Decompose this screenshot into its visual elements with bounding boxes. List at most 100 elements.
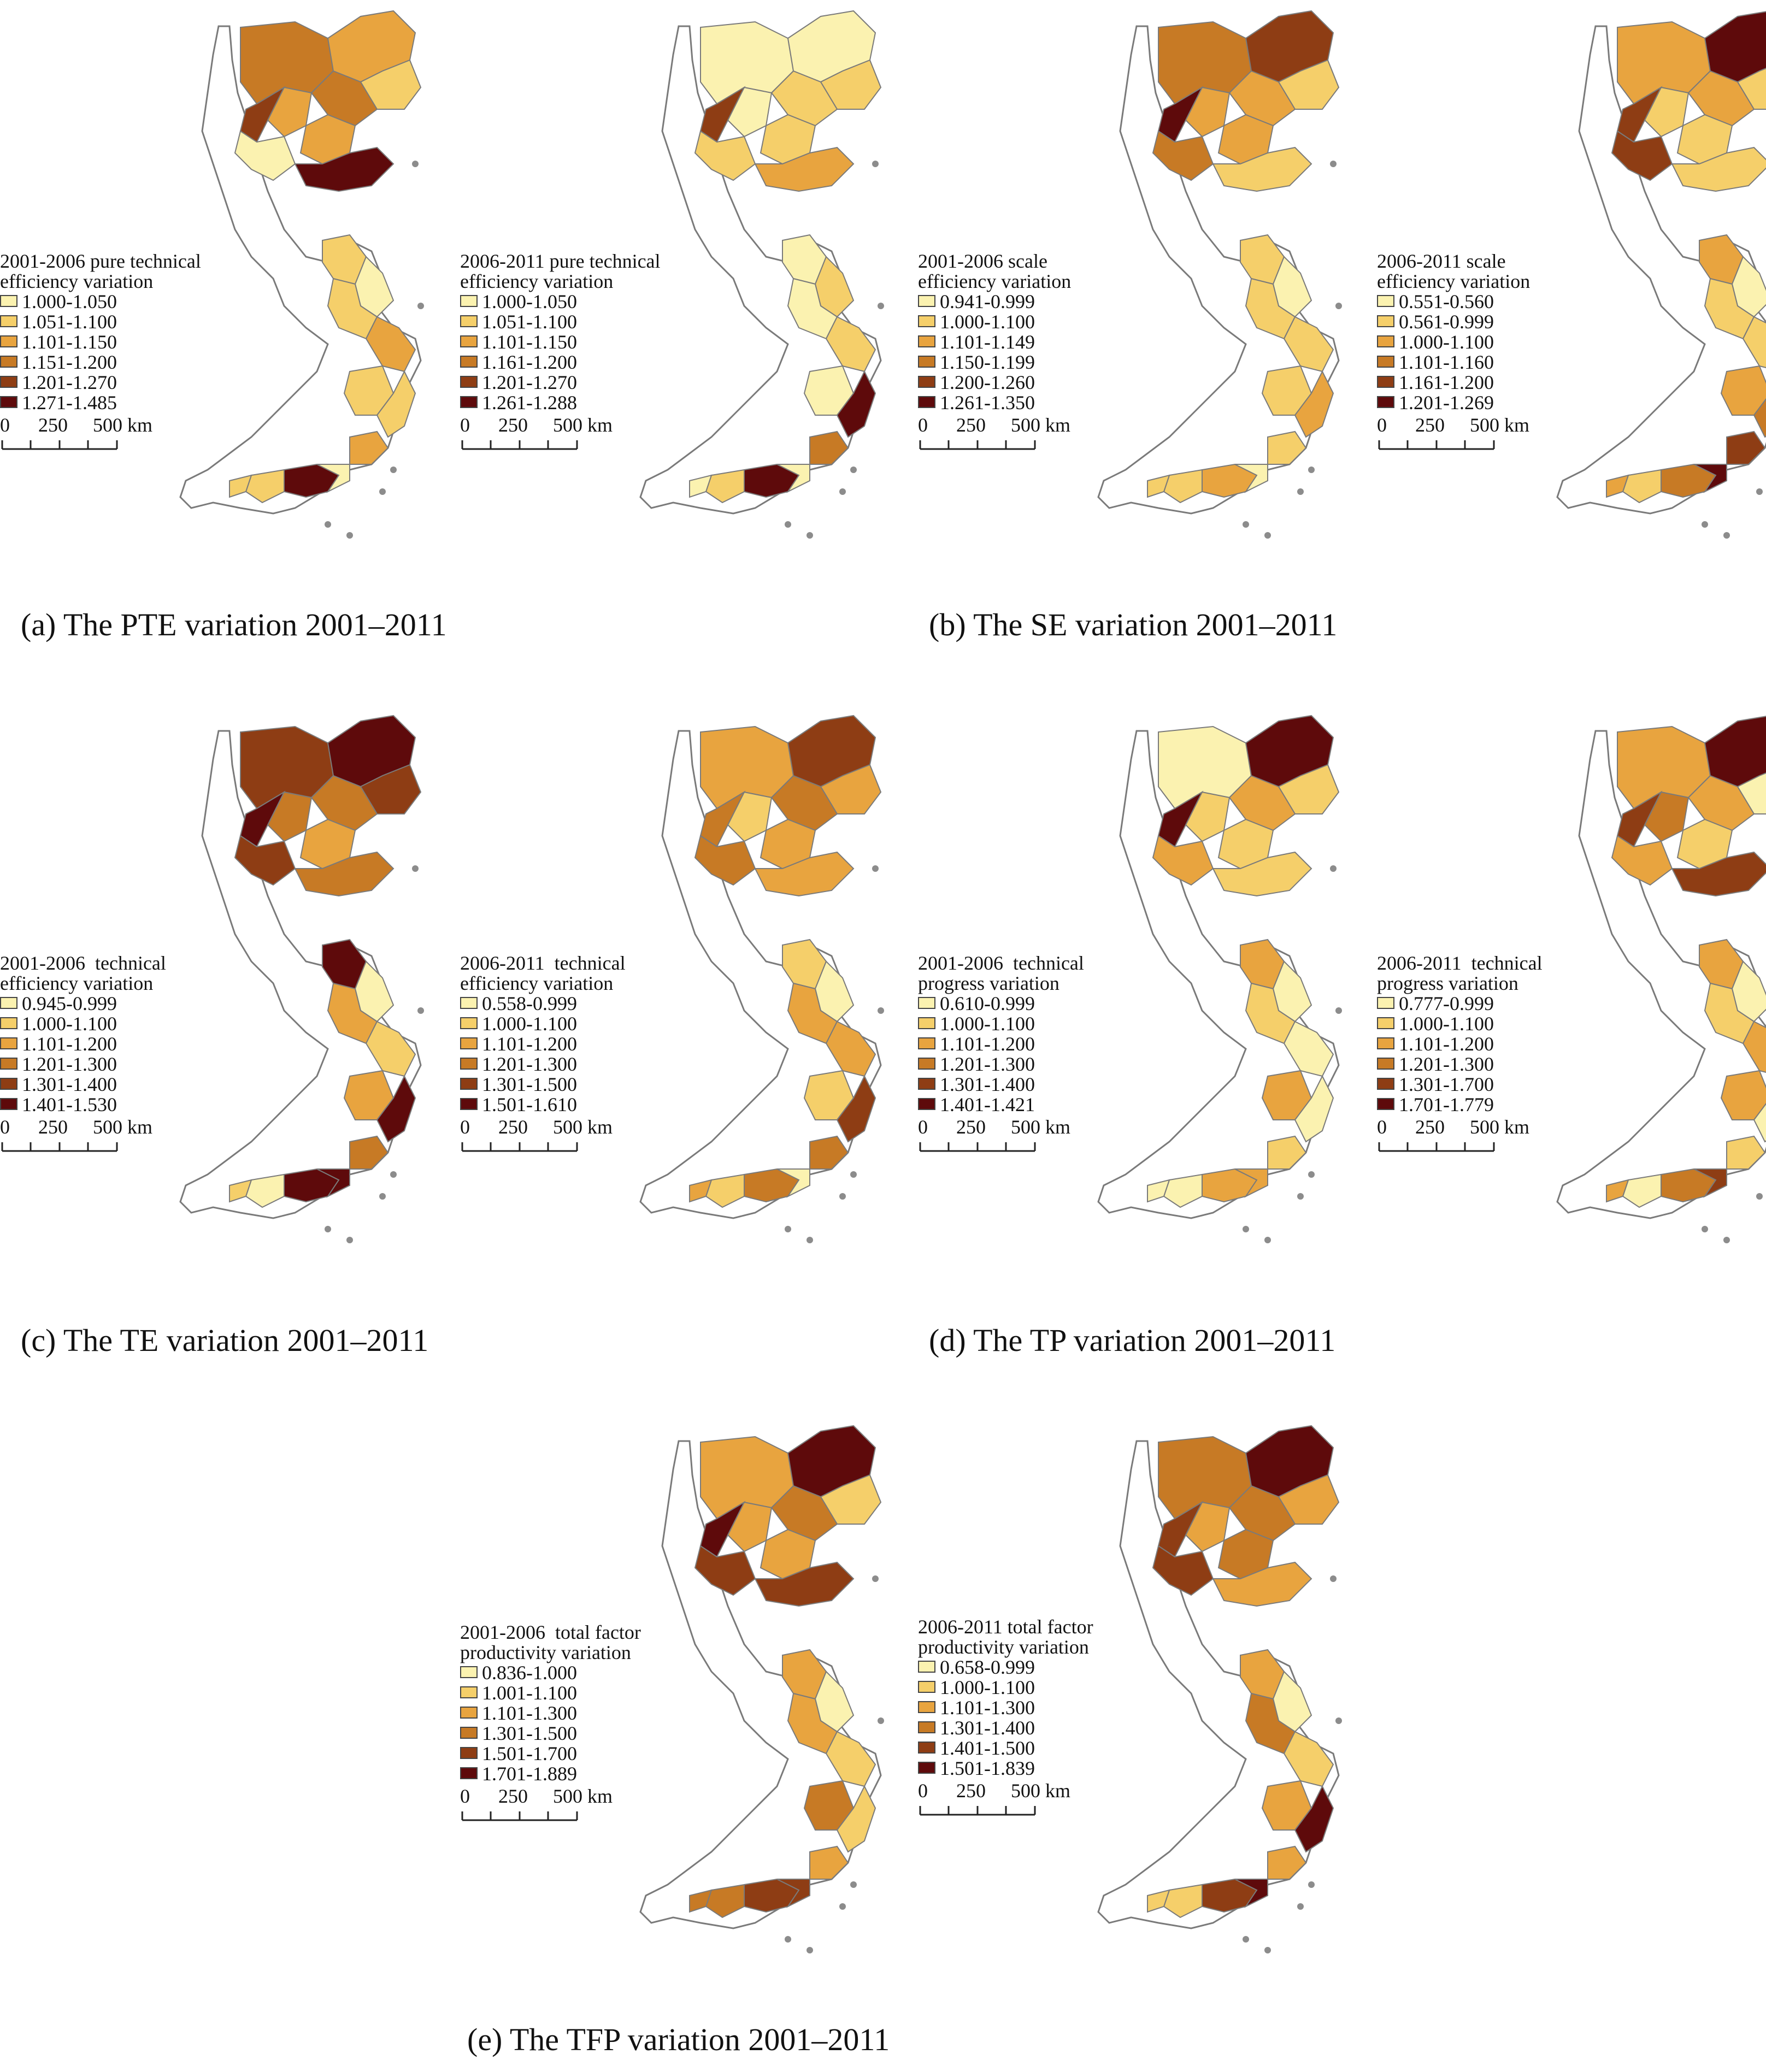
caption-b: (b) The SE variation 2001–2011	[929, 607, 1338, 642]
scale-label: 250	[1415, 1116, 1445, 1138]
legend-swatch	[460, 1666, 478, 1678]
legend-item: 0.610-0.999	[918, 994, 1084, 1014]
legend-swatch	[1377, 295, 1394, 307]
region-20	[229, 474, 252, 498]
region-7	[1152, 1545, 1214, 1596]
region-19	[776, 1168, 810, 1198]
legend-swatch	[0, 295, 17, 307]
region-7	[694, 1545, 756, 1596]
island-3	[1756, 488, 1763, 495]
scale-bar-ruler	[461, 440, 578, 450]
legend-class-label: 1.101-1.150	[22, 331, 117, 353]
legend-item: 0.551-0.560	[1377, 292, 1530, 312]
legend-class-label: 1.261-1.350	[940, 392, 1035, 414]
legend-swatch	[918, 1058, 935, 1070]
legend-swatch	[0, 376, 17, 388]
legend-swatch	[460, 1058, 478, 1070]
legend-item: 1.701-1.779	[1377, 1095, 1543, 1115]
map-panel-10: 2006-2011 total factor productivity varia…	[918, 1415, 1359, 1967]
region-7	[1152, 835, 1214, 886]
legend-class-label: 1.201-1.300	[940, 1053, 1035, 1075]
legend-swatch	[460, 1078, 478, 1090]
legend-swatch	[1377, 997, 1394, 1009]
scale-label: 0	[0, 1116, 10, 1138]
region-13	[1742, 1020, 1766, 1073]
legend-swatch	[918, 1762, 935, 1774]
legend-swatch	[460, 396, 478, 408]
legend-item: 1.000-1.100	[918, 1014, 1084, 1034]
scale-label: 250	[38, 414, 68, 436]
legend-class-label: 1.201-1.270	[22, 371, 117, 393]
island-6	[850, 1881, 857, 1888]
legend-swatch	[1377, 376, 1394, 388]
map-panel-2: 2006-2011 pure technical efficiency varia…	[460, 0, 902, 552]
scale-bar-ruler	[1378, 1142, 1495, 1152]
legend-class-label: 1.501-1.610	[482, 1094, 577, 1115]
legend-class-label: 1.101-1.200	[1399, 1033, 1494, 1055]
island-5	[807, 532, 813, 539]
island-1	[412, 161, 419, 167]
region-19	[1234, 1168, 1268, 1198]
region-16	[349, 430, 389, 465]
region-7	[694, 130, 756, 181]
legend-item: 1.201-1.300	[460, 1054, 626, 1075]
legend-item: 1.051-1.100	[0, 312, 201, 332]
legend-title-line-1: 2006-2011 total factor	[918, 1616, 1093, 1638]
legend-swatch	[918, 1017, 935, 1029]
map-panel-5: 2001-2006 technical efficiency variation 0…	[0, 705, 442, 1256]
region-19	[1693, 464, 1727, 493]
island-6	[850, 467, 857, 473]
island-5	[807, 1947, 813, 1953]
region-16	[349, 1135, 389, 1170]
scale-label: 250	[1415, 414, 1445, 436]
map-legend: 2006-2011 technical progress variation 0.7…	[1377, 953, 1543, 1159]
scale-bar-ruler	[461, 1811, 578, 1821]
scale-bar-ruler	[461, 1142, 578, 1152]
legend-class-label: 1.101-1.150	[482, 331, 577, 353]
legend-swatch	[460, 1686, 478, 1698]
choropleth-map	[1556, 11, 1766, 539]
island-3	[839, 1903, 846, 1910]
region-9	[1671, 146, 1766, 192]
map-legend: 2001-2006 technical progress variation 0.6…	[918, 953, 1084, 1159]
legend-item: 1.201-1.300	[1377, 1054, 1543, 1075]
legend-class-label: 0.777-0.999	[1399, 993, 1494, 1014]
legend-item: 1.101-1.200	[0, 1034, 166, 1054]
scale-label: 250	[956, 1780, 986, 1802]
region-20	[1147, 1889, 1170, 1913]
legend-swatch	[1377, 356, 1394, 368]
legend-title-line-2: efficiency variation	[0, 972, 154, 994]
region-15	[376, 1075, 416, 1143]
scale-bar-ruler	[919, 1142, 1036, 1152]
legend-title-line-2: productivity variation	[918, 1636, 1089, 1658]
legend-item: 1.000-1.100	[918, 1678, 1093, 1698]
legend-item: 1.271-1.485	[0, 393, 201, 413]
coastline-outline	[1556, 730, 1766, 1219]
island-4	[1702, 1226, 1708, 1232]
legend-item: 1.151-1.200	[0, 352, 201, 373]
legend-item: 0.777-0.999	[1377, 994, 1543, 1014]
legend-class-label: 1.201-1.300	[22, 1053, 117, 1075]
scale-label: 250	[956, 1116, 986, 1138]
legend-swatch	[918, 1701, 935, 1713]
region-20	[1606, 1179, 1629, 1203]
legend-class-label: 1.001-1.100	[482, 1682, 577, 1704]
legend-title-line-1: 2006-2011 technical	[1377, 952, 1543, 974]
region-16	[1726, 430, 1766, 465]
island-6	[850, 1171, 857, 1178]
legend-item: 0.941-0.999	[918, 292, 1071, 312]
legend-item: 1.000-1.050	[460, 292, 661, 312]
legend-swatch	[0, 1078, 17, 1090]
legend-class-label: 1.000-1.100	[940, 1013, 1035, 1035]
scale-bar-ruler	[1, 440, 118, 450]
legend-item: 0.658-0.999	[918, 1657, 1093, 1678]
legend-item: 1.201-1.270	[460, 373, 661, 393]
legend-item: 1.501-1.839	[918, 1758, 1093, 1779]
island-4	[785, 1226, 791, 1232]
scale-bar-ruler	[919, 1806, 1036, 1816]
island-2	[417, 1007, 424, 1014]
legend-item: 1.101-1.300	[460, 1703, 641, 1723]
legend-item: 1.301-1.500	[460, 1075, 626, 1095]
legend-swatch	[918, 1681, 935, 1693]
island-5	[346, 532, 353, 539]
